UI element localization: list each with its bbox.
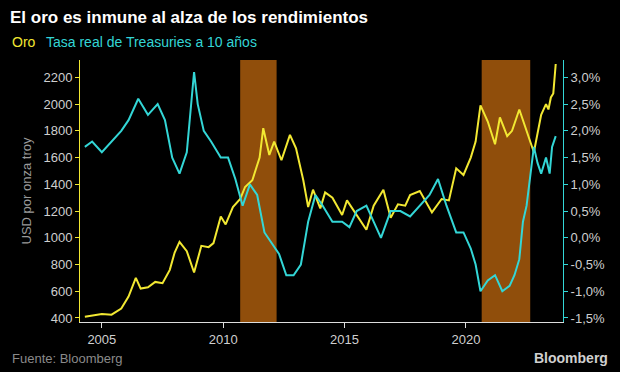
svg-text:600: 600: [51, 284, 73, 299]
svg-text:Oro: Oro: [12, 34, 36, 50]
svg-text:-1,0%: -1,0%: [571, 284, 605, 299]
svg-text:2015: 2015: [330, 332, 359, 347]
svg-text:1400: 1400: [43, 177, 72, 192]
svg-text:El oro es inmune al alza de lo: El oro es inmune al alza de los rendimie…: [10, 8, 368, 27]
svg-text:2,5%: 2,5%: [571, 97, 601, 112]
svg-text:1,0%: 1,0%: [571, 177, 601, 192]
svg-text:2,0%: 2,0%: [571, 123, 601, 138]
svg-text:3,0%: 3,0%: [571, 70, 601, 85]
svg-text:2200: 2200: [43, 70, 72, 85]
svg-text:USD por onza troy: USD por onza troy: [19, 137, 34, 244]
svg-text:400: 400: [51, 311, 73, 326]
svg-text:-1,5%: -1,5%: [571, 311, 605, 326]
svg-text:1200: 1200: [43, 204, 72, 219]
svg-text:-0,5%: -0,5%: [571, 257, 605, 272]
svg-text:1,5%: 1,5%: [571, 150, 601, 165]
svg-text:Tasa real de Treasuries a 10 a: Tasa real de Treasuries a 10 años: [46, 34, 257, 50]
svg-text:Bloomberg: Bloomberg: [534, 350, 608, 366]
svg-text:0,0%: 0,0%: [571, 230, 601, 245]
svg-text:1800: 1800: [43, 123, 72, 138]
svg-text:Fuente: Bloomberg: Fuente: Bloomberg: [12, 351, 123, 366]
svg-text:2000: 2000: [43, 97, 72, 112]
svg-text:2005: 2005: [87, 332, 116, 347]
svg-text:0,5%: 0,5%: [571, 204, 601, 219]
svg-text:2010: 2010: [209, 332, 238, 347]
svg-text:1600: 1600: [43, 150, 72, 165]
svg-text:800: 800: [51, 257, 73, 272]
svg-text:1000: 1000: [43, 230, 72, 245]
svg-text:2020: 2020: [451, 332, 480, 347]
